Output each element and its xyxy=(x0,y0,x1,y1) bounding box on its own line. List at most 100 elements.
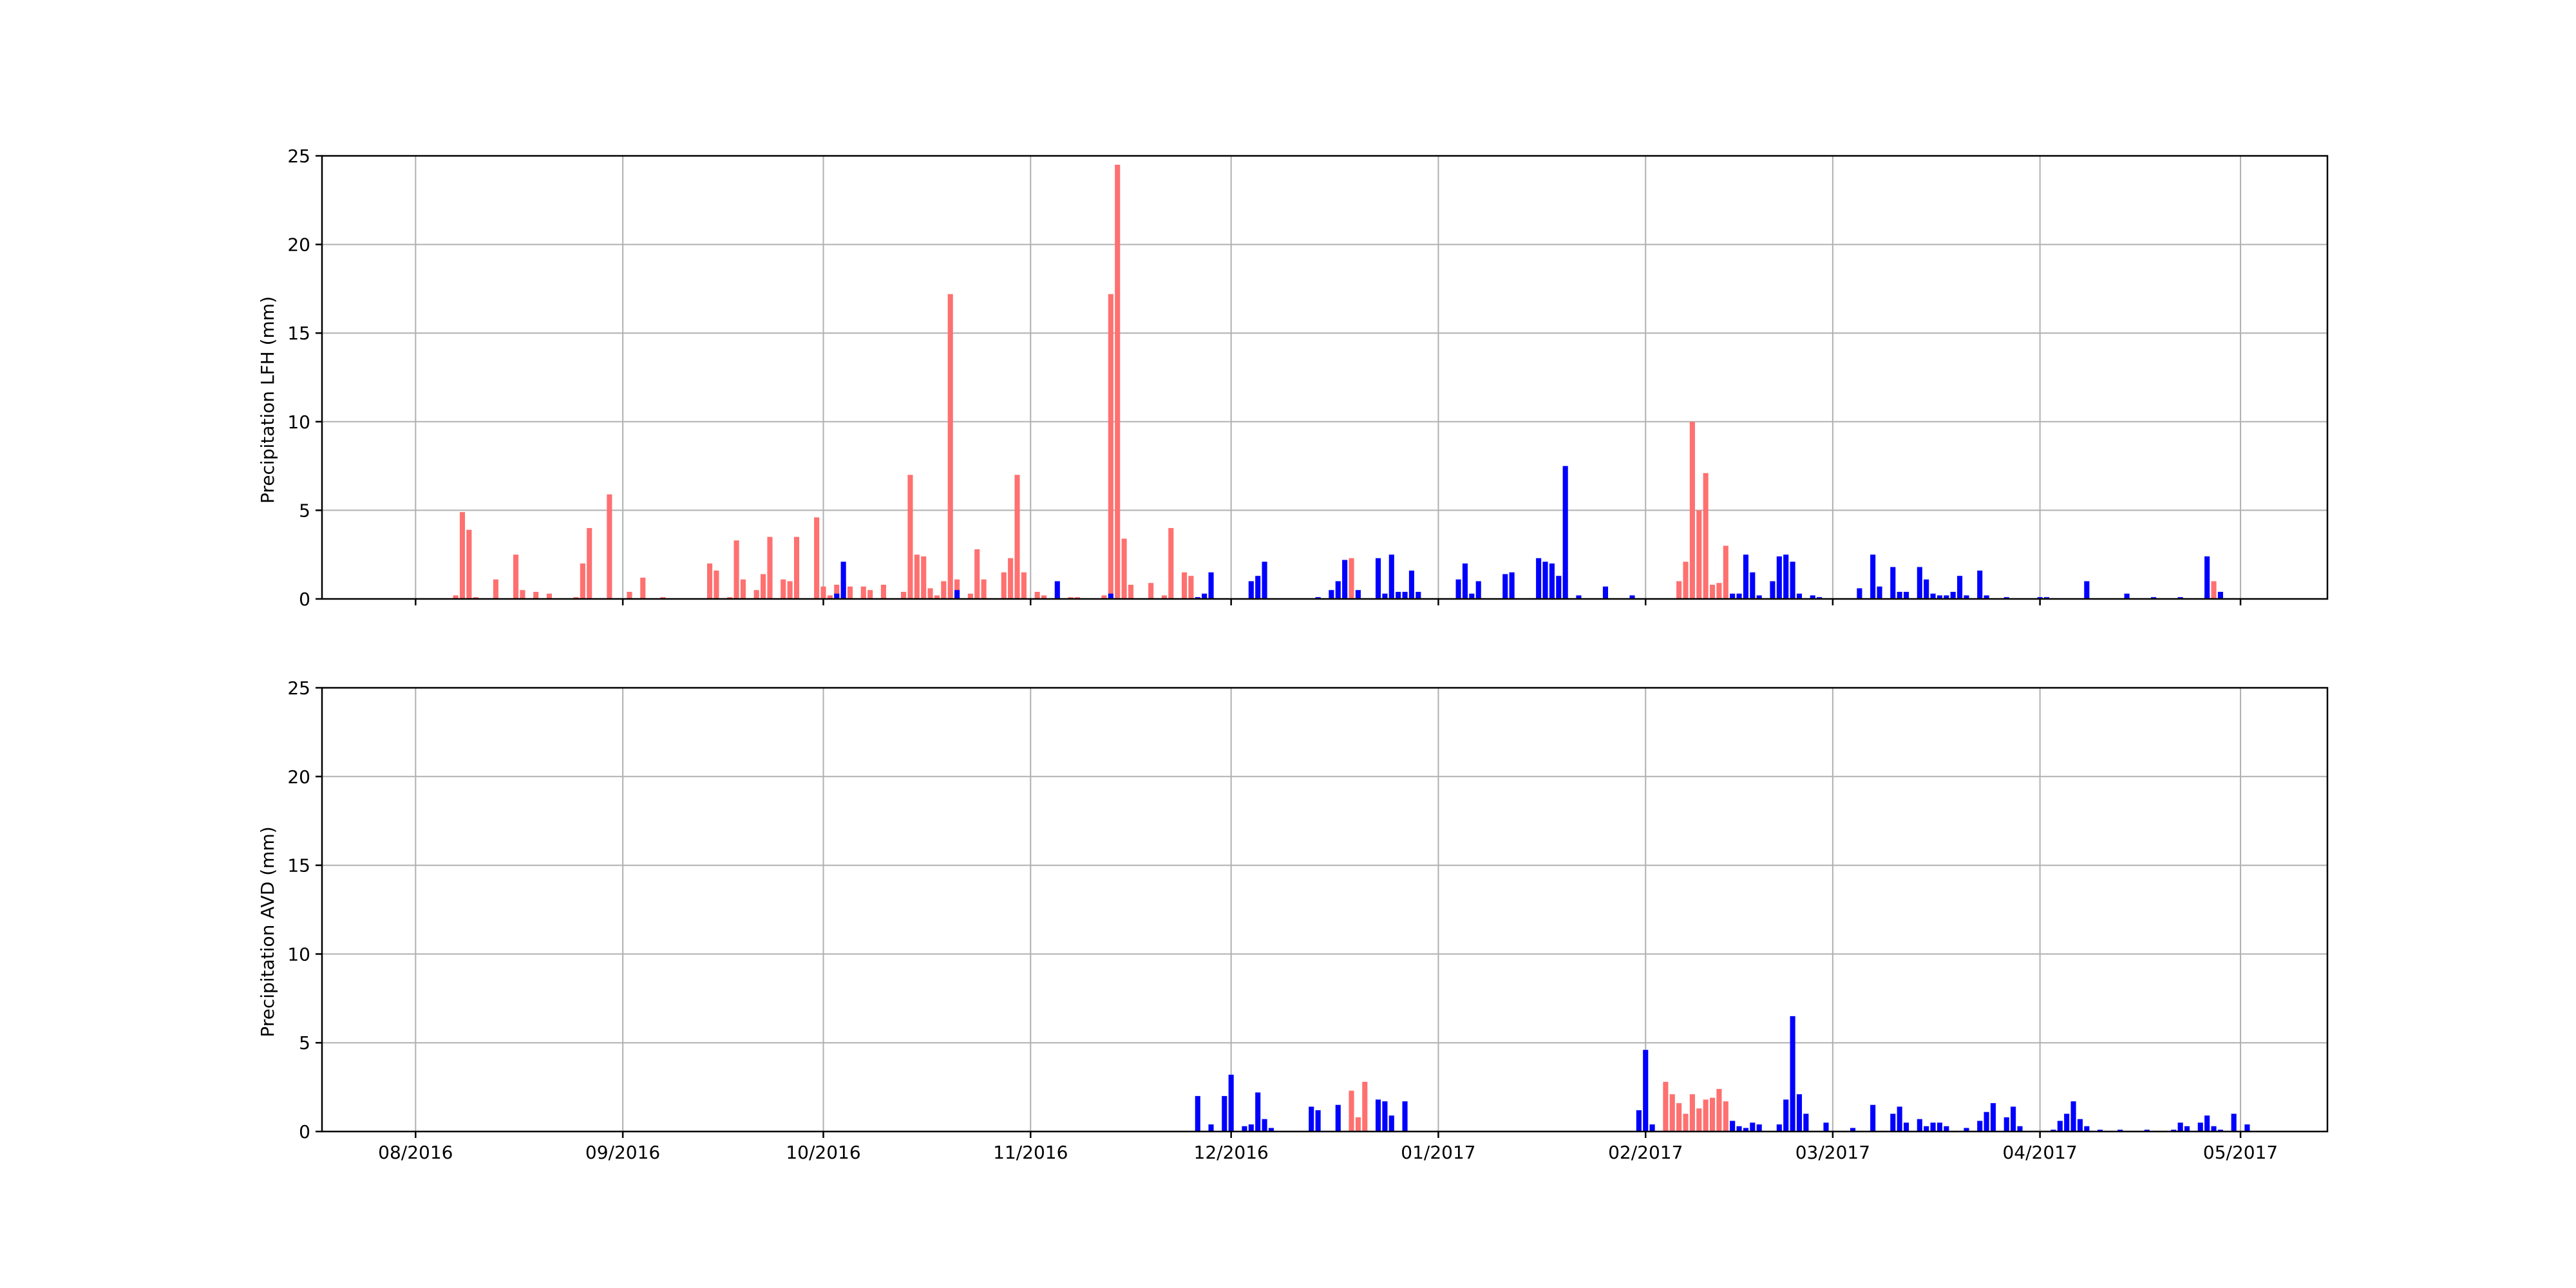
precipitation-bar xyxy=(1375,558,1381,599)
precipitation-bar xyxy=(967,593,973,599)
precipitation-bar xyxy=(1268,1128,1274,1132)
precipitation-bar xyxy=(880,584,886,599)
precipitation-bar xyxy=(2211,581,2217,599)
precipitation-bar xyxy=(740,579,746,599)
precipitation-bar xyxy=(1329,590,1334,599)
precipitation-bar xyxy=(1750,1122,1756,1132)
precipitation-bar xyxy=(1924,579,1929,599)
precipitation-bar xyxy=(941,581,947,599)
precipitation-bar xyxy=(1696,510,1702,599)
precipitation-bar xyxy=(1776,1124,1782,1132)
axes-frame xyxy=(321,155,2329,600)
y-tick-label: 25 xyxy=(287,677,310,699)
precipitation-bar xyxy=(1703,473,1709,599)
precipitation-bar xyxy=(2151,597,2157,599)
precipitation-bar xyxy=(1001,572,1007,599)
precipitation-bar xyxy=(1108,294,1113,599)
precipitation-bar xyxy=(1462,563,1468,599)
precipitation-bar xyxy=(2084,581,2090,599)
precipitation-bar xyxy=(820,586,826,599)
precipitation-bar xyxy=(1790,1016,1795,1132)
precipitation-bar xyxy=(2098,1130,2103,1132)
x-tick-label: 01/2017 xyxy=(1401,1142,1475,1163)
precipitation-bar xyxy=(1021,572,1027,599)
precipitation-bar xyxy=(954,579,960,599)
precipitation-bar xyxy=(1709,1097,1716,1132)
precipitation-bar xyxy=(1709,584,1716,599)
precipitation-bar xyxy=(1402,591,1408,599)
precipitation-bar xyxy=(734,540,739,599)
precipitation-bar xyxy=(1416,591,1421,599)
precipitation-bar xyxy=(1950,591,1956,599)
precipitation-bar xyxy=(1904,591,1909,599)
precipitation-bar xyxy=(2204,556,2210,599)
precipitation-bar xyxy=(1890,1113,1896,1132)
precipitation-bar xyxy=(1790,562,1795,599)
precipitation-bar xyxy=(2124,593,2130,599)
precipitation-bar xyxy=(1930,593,1936,599)
precipitation-bar xyxy=(1924,1126,1929,1132)
precipitation-bar xyxy=(1502,574,1508,599)
precipitation-bar xyxy=(1342,560,1348,599)
precipitation-bar xyxy=(1696,1108,1702,1132)
precipitation-bar xyxy=(767,536,773,599)
precipitation-bar xyxy=(947,294,953,599)
precipitation-bar xyxy=(1944,595,1949,599)
precipitation-bar xyxy=(1897,591,1902,599)
precipitation-bar xyxy=(580,563,585,599)
precipitation-bar xyxy=(1355,590,1361,599)
precipitation-bar xyxy=(2177,1122,2183,1132)
precipitation-bar xyxy=(1202,593,1208,599)
y-tick-label: 20 xyxy=(287,234,310,256)
precipitation-bar xyxy=(1222,1095,1227,1132)
precipitation-bar xyxy=(727,597,733,599)
precipitation-bar xyxy=(1349,1090,1354,1132)
precipitation-bar xyxy=(2204,1115,2210,1132)
y-tick-label: 15 xyxy=(287,323,310,344)
avd-precipitation-panel: Precipitation AVD (mm) 0 5 10 15 20 25 08/2016… xyxy=(257,677,2329,1163)
precipitation-bar xyxy=(2171,1130,2177,1132)
precipitation-bar xyxy=(1208,1124,1214,1132)
precipitation-bar xyxy=(1643,1050,1649,1132)
precipitation-bar xyxy=(1362,1081,1368,1132)
y-tick-label: 0 xyxy=(299,589,310,610)
precipitation-bar xyxy=(1248,581,1254,599)
precipitation-bar xyxy=(1796,593,1803,599)
precipitation-bar xyxy=(714,570,719,599)
precipitation-bar xyxy=(2070,1101,2076,1132)
precipitation-bar xyxy=(1937,595,1943,599)
precipitation-bar xyxy=(640,577,646,599)
precipitation-bar xyxy=(1984,595,1989,599)
precipitation-bar xyxy=(1730,593,1736,599)
x-tick-label: 12/2016 xyxy=(1194,1142,1269,1163)
precipitation-bar xyxy=(1796,1094,1803,1132)
precipitation-bar xyxy=(2177,597,2183,599)
precipitation-bar xyxy=(2064,1113,2070,1132)
x-tick-label: 11/2016 xyxy=(993,1142,1068,1163)
precipitation-bar xyxy=(453,595,459,599)
precipitation-bar xyxy=(1977,570,1983,599)
precipitation-bar xyxy=(761,574,766,599)
precipitation-bar xyxy=(1396,591,1401,599)
precipitation-bar xyxy=(2057,1121,2063,1132)
precipitation-bar xyxy=(1054,581,1060,599)
precipitation-bar xyxy=(1629,595,1635,599)
precipitation-bar xyxy=(901,591,907,599)
precipitation-bar xyxy=(1388,1115,1394,1132)
precipitation-bar xyxy=(2003,1117,2009,1132)
precipitation-bar xyxy=(1703,1099,1709,1132)
precipitation-bar xyxy=(814,517,820,599)
precipitation-bar xyxy=(1957,576,1963,599)
precipitation-bar xyxy=(1676,1103,1682,1132)
precipitation-bar xyxy=(1161,595,1167,599)
precipitation-bar xyxy=(1736,1126,1742,1132)
precipitation-bar xyxy=(1669,1094,1675,1132)
precipitation-bar xyxy=(1188,576,1194,599)
precipitation-bar xyxy=(1068,597,1074,599)
precipitation-bar xyxy=(1964,1128,1969,1132)
precipitation-bar xyxy=(1262,1119,1267,1132)
precipitation-bar xyxy=(2077,1119,2083,1132)
precipitation-bar xyxy=(1509,572,1515,599)
axes-frame xyxy=(321,687,2329,1133)
